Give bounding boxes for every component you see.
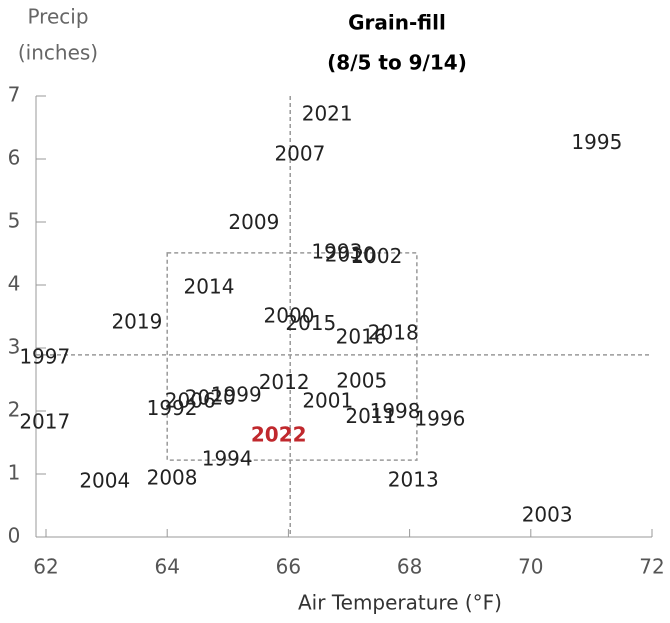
x-axis-label: Air Temperature (°F) xyxy=(298,591,502,615)
point-label: 1995 xyxy=(571,130,622,154)
point-label: 1996 xyxy=(414,406,465,430)
point-label: 2009 xyxy=(228,210,279,234)
point-label: 2006 xyxy=(165,389,216,413)
x-tick-label: 68 xyxy=(397,555,422,579)
y-tick-label: 4 xyxy=(8,272,21,296)
point-label: 2013 xyxy=(388,467,439,491)
reference-box xyxy=(166,252,418,461)
point-label: 2008 xyxy=(147,466,198,490)
y-tick-label: 7 xyxy=(8,83,21,107)
point-label: 2021 xyxy=(302,101,353,125)
x-tick-label: 70 xyxy=(518,555,543,579)
chart-title: Grain-fill xyxy=(348,11,446,35)
point-label: 1997 xyxy=(19,345,70,369)
point-label: 2002 xyxy=(351,244,402,268)
point-label: 2007 xyxy=(274,142,325,166)
y-tick-label: 5 xyxy=(8,209,21,233)
y-tick-label: 2 xyxy=(8,398,21,422)
y-tick-label: 3 xyxy=(8,335,21,359)
point-label: 2020 xyxy=(185,386,236,410)
point-label: 2019 xyxy=(111,309,162,333)
x-tick-label: 66 xyxy=(276,555,301,579)
y-axis-label: (inches) xyxy=(18,41,98,65)
point-label: 1992 xyxy=(147,396,198,420)
y-tick-label: 6 xyxy=(8,146,21,170)
point-label: 2000 xyxy=(264,304,315,328)
y-axis-label: Precip xyxy=(27,5,88,29)
point-label: 2004 xyxy=(79,469,130,493)
x-tick-label: 64 xyxy=(154,555,179,579)
y-tick-label: 1 xyxy=(8,461,21,485)
point-label: 2001 xyxy=(302,389,353,413)
x-tick-label: 62 xyxy=(33,555,58,579)
chart-title: (8/5 to 9/14) xyxy=(327,51,467,75)
point-label: 1999 xyxy=(211,382,262,406)
point-label: 2005 xyxy=(336,369,387,393)
point-label: 2022 xyxy=(251,423,307,447)
point-label: 2012 xyxy=(259,370,310,394)
point-label: 2016 xyxy=(336,324,387,348)
point-label: 2015 xyxy=(285,311,336,335)
point-label: 1994 xyxy=(202,447,253,471)
point-label: 2003 xyxy=(522,503,573,527)
point-label: 2017 xyxy=(19,409,70,433)
point-label: 1998 xyxy=(370,399,421,423)
x-tick-label: 72 xyxy=(639,555,664,579)
point-label: 2014 xyxy=(184,275,235,299)
point-label: 1993 xyxy=(311,239,362,263)
point-label: 2011 xyxy=(345,404,396,428)
point-label: 2010 xyxy=(325,243,376,267)
y-tick-label: 0 xyxy=(8,524,21,548)
point-label: 2018 xyxy=(368,321,419,345)
